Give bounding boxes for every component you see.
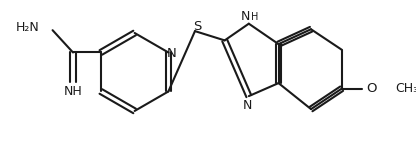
Text: H₂N: H₂N bbox=[16, 21, 40, 34]
Text: H: H bbox=[251, 12, 258, 22]
Text: NH: NH bbox=[64, 85, 82, 98]
Text: S: S bbox=[193, 20, 201, 33]
Text: N: N bbox=[240, 10, 250, 23]
Text: O: O bbox=[367, 82, 377, 95]
Text: CH₃: CH₃ bbox=[396, 82, 416, 95]
Text: N: N bbox=[167, 47, 177, 60]
Text: N: N bbox=[242, 99, 252, 112]
